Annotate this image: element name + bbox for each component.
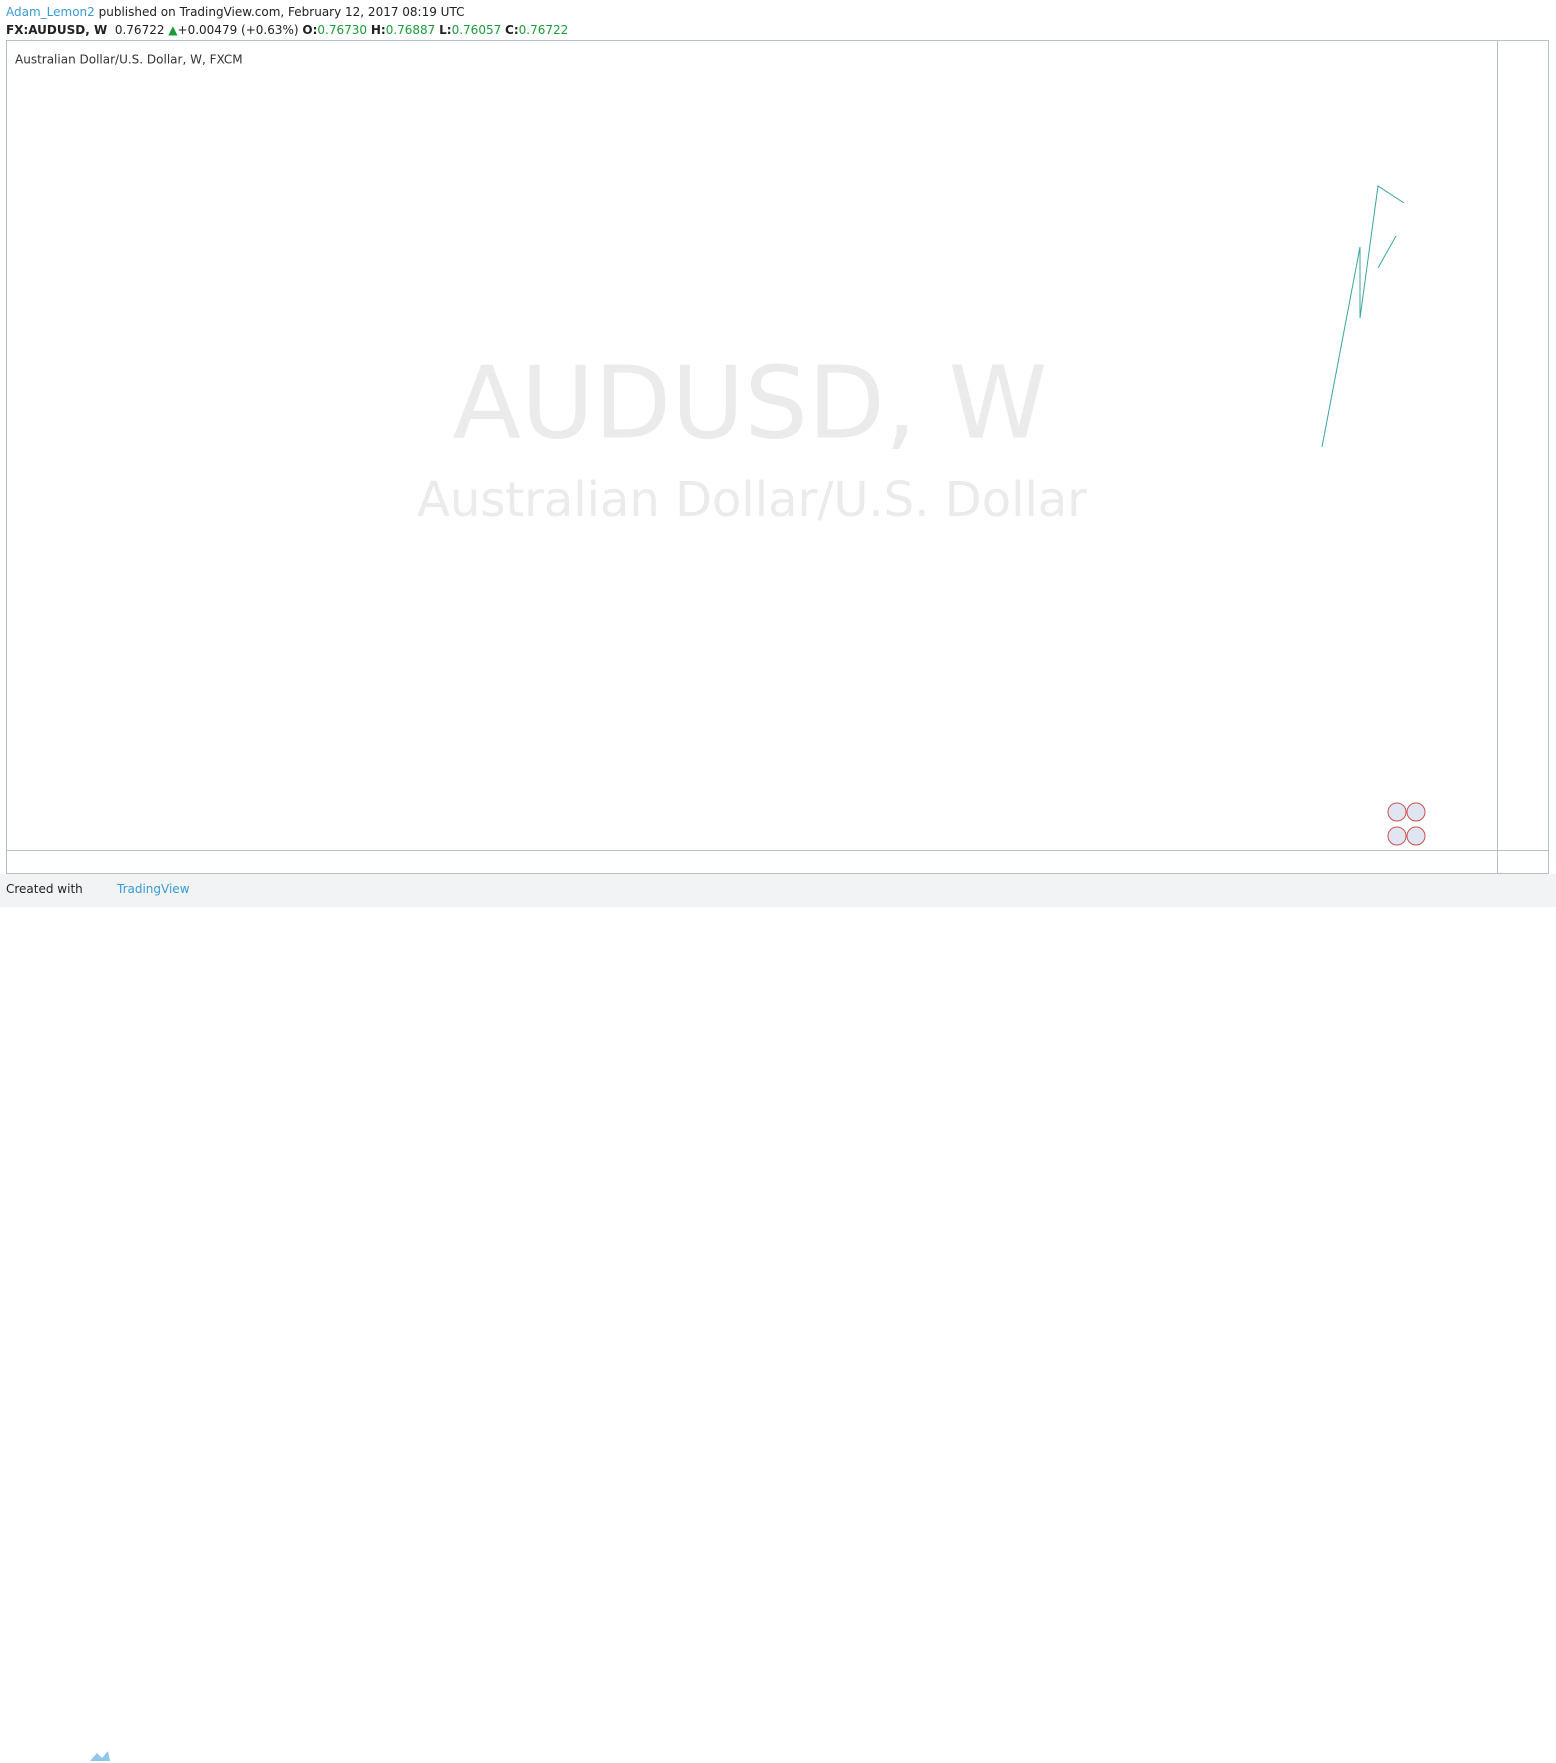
ohlc-value: 0.76057 (451, 23, 502, 37)
page: Adam_Lemon2 published on TradingView.com… (0, 3, 1556, 1761)
arrow: ▲ (168, 23, 178, 37)
symbol-line: FX:AUDUSD, W 0.76722 ▲+0.00479 (+0.63%) … (6, 21, 568, 39)
brand[interactable]: TradingView (117, 882, 190, 896)
created-with: Created with (6, 882, 83, 896)
change: +0.00479 (+0.63%) (177, 23, 299, 37)
ohlc-value: 0.76722 (518, 23, 569, 37)
event-icon[interactable] (1387, 802, 1407, 822)
pattern-drawing[interactable] (1321, 185, 1405, 448)
chart: AUDUSD, W Australian Dollar/U.S. Dollar … (6, 40, 1549, 874)
brand-logo (90, 1751, 110, 1761)
ohlc-value: 0.76887 (385, 23, 436, 37)
ohlc-value: 0.76730 (317, 23, 368, 37)
event-icons[interactable] (1387, 802, 1426, 846)
footer: Created with TradingView (0, 874, 1556, 1761)
author[interactable]: Adam_Lemon2 (6, 5, 95, 19)
event-icon[interactable] (1406, 826, 1426, 846)
pattern-drawing[interactable] (1377, 235, 1397, 269)
published: published on TradingView.com, February 1… (98, 5, 465, 19)
symbol: FX:AUDUSD, W (6, 23, 108, 37)
watermark: AUDUSD, W (453, 344, 1048, 461)
ohlc-key: H: (370, 23, 386, 37)
event-icon[interactable] (1406, 802, 1426, 822)
ohlc-key: O: (302, 23, 318, 37)
header: Adam_Lemon2 published on TradingView.com… (6, 3, 568, 39)
chart-title: Australian Dollar/U.S. Dollar, W, FXCM (15, 53, 243, 67)
watermark-subtitle: Australian Dollar/U.S. Dollar (417, 472, 1087, 528)
ohlc-key: L: (439, 23, 452, 37)
ohlc-key: C: (505, 23, 519, 37)
event-icon[interactable] (1387, 826, 1407, 846)
publish-line: Adam_Lemon2 published on TradingView.com… (6, 3, 568, 21)
last: 0.76722 (114, 23, 165, 37)
chart-frame (6, 40, 1549, 874)
